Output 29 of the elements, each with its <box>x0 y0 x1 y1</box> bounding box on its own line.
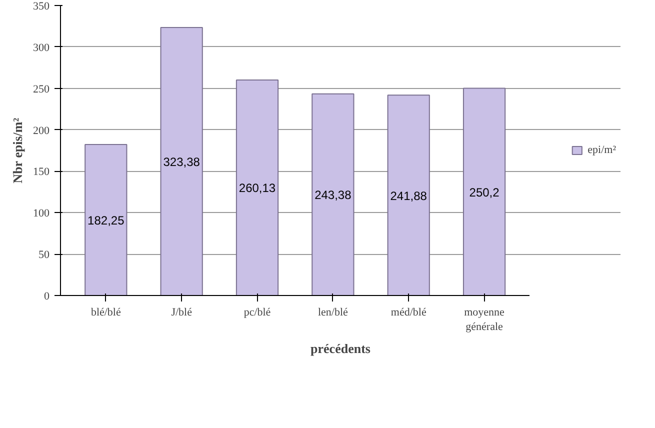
bar <box>312 93 354 296</box>
data-label: 241,88 <box>390 188 428 203</box>
legend-label: epi/m² <box>588 144 616 156</box>
bar <box>236 79 279 296</box>
y-tick-label: 100 <box>33 208 50 220</box>
y-tick-label: 0 <box>44 290 50 302</box>
x-axis-title: précédents <box>310 340 370 356</box>
x-tick-label: blé/blé <box>90 306 121 318</box>
data-label: 243,38 <box>314 188 352 202</box>
y-tick-label: 200 <box>33 124 50 137</box>
x-tick-label: moyenne générale <box>464 306 505 333</box>
y-tick-label: 250 <box>33 83 50 96</box>
data-label: 323,38 <box>163 155 200 170</box>
data-label: 182,25 <box>88 213 125 228</box>
x-tick-label: len/blé <box>318 306 348 318</box>
bar <box>160 27 203 296</box>
data-label: 260,13 <box>238 181 276 196</box>
y-tick-label: 350 <box>33 0 50 12</box>
bar <box>387 94 430 296</box>
y-tick-label: 50 <box>38 249 50 262</box>
y-tick-label: 150 <box>33 166 50 178</box>
bar <box>462 88 506 296</box>
x-tick-label: méd/blé <box>390 306 426 318</box>
y-axis-title: Nbr epis/m² <box>10 118 25 184</box>
y-tick-label: 300 <box>33 42 50 54</box>
bar <box>84 144 128 296</box>
x-tick-label: J/blé <box>171 306 192 318</box>
data-label: 250,2 <box>469 185 500 200</box>
x-tick-label: pc/blé <box>244 306 271 318</box>
